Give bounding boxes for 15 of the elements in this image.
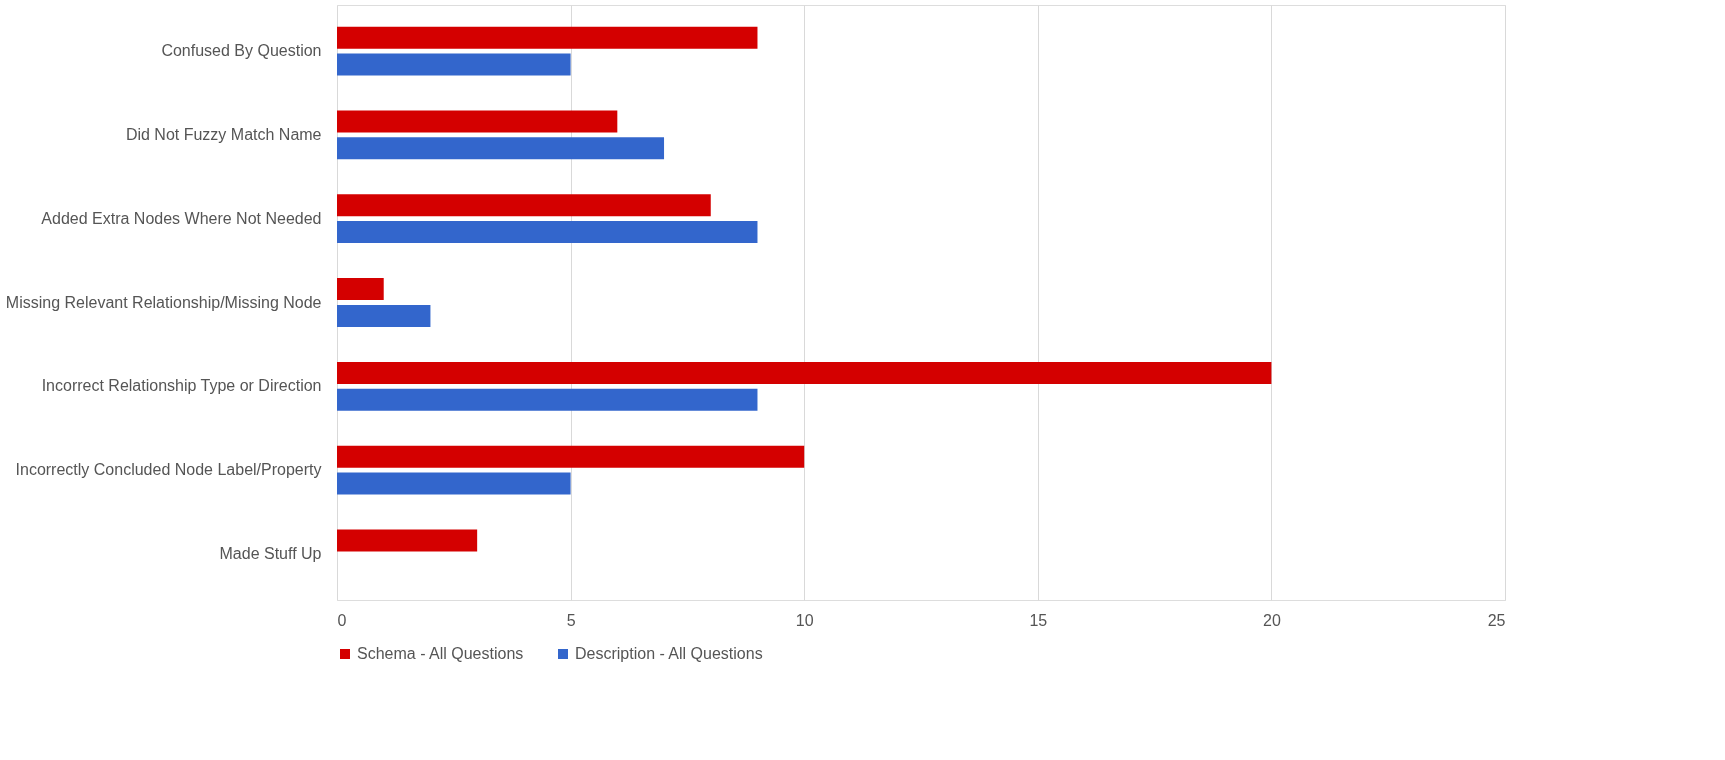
y-tick-label: Incorrectly Concluded Node Label/Property	[15, 461, 322, 479]
x-tick-label: 10	[795, 611, 814, 629]
y-tick-label: Made Stuff Up	[219, 544, 322, 562]
x-tick-label: 20	[1263, 611, 1281, 629]
y-tick-label: Missing Relevant Relationship/Missing Node	[5, 293, 322, 311]
y-tick-label: Incorrect Relationship Type or Direction	[41, 377, 322, 395]
x-tick-label: 0	[337, 611, 347, 629]
legend-label: Description - All Questions	[575, 645, 763, 662]
y-tick-label: Added Extra Nodes Where Not Needed	[41, 209, 322, 227]
y-tick-label: Did Not Fuzzy Match Name	[125, 125, 322, 143]
legend-label: Schema - All Questions	[357, 645, 524, 662]
x-tick-label: 15	[1029, 611, 1048, 629]
x-tick-label: 25	[1487, 611, 1506, 629]
x-tick-label: 5	[566, 611, 576, 629]
y-tick-label: Confused By Question	[161, 42, 322, 60]
